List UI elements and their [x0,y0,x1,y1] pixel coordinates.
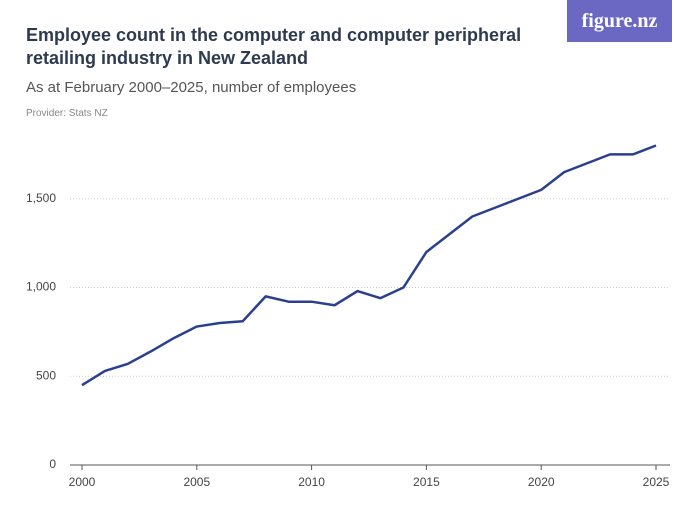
x-tick-label: 2005 [183,475,210,489]
chart-subtitle: As at February 2000–2025, number of empl… [26,79,357,96]
y-tick-label: 1,000 [26,280,56,294]
x-tick-label: 2000 [69,475,96,489]
chart-title: Employee count in the computer and compu… [26,25,522,68]
x-tick-label: 2020 [528,475,555,489]
logo[interactable]: figure.nz [567,0,672,42]
y-tick-label: 0 [49,457,56,471]
y-tick-label: 1,500 [26,191,56,205]
x-tick-label: 2015 [413,475,440,489]
data-line [81,144,657,387]
x-tick-label: 2025 [643,475,670,489]
provider: Provider: Stats NZ [26,108,108,119]
y-tick-label: 500 [36,368,56,382]
x-tick-label: 2010 [298,475,325,489]
